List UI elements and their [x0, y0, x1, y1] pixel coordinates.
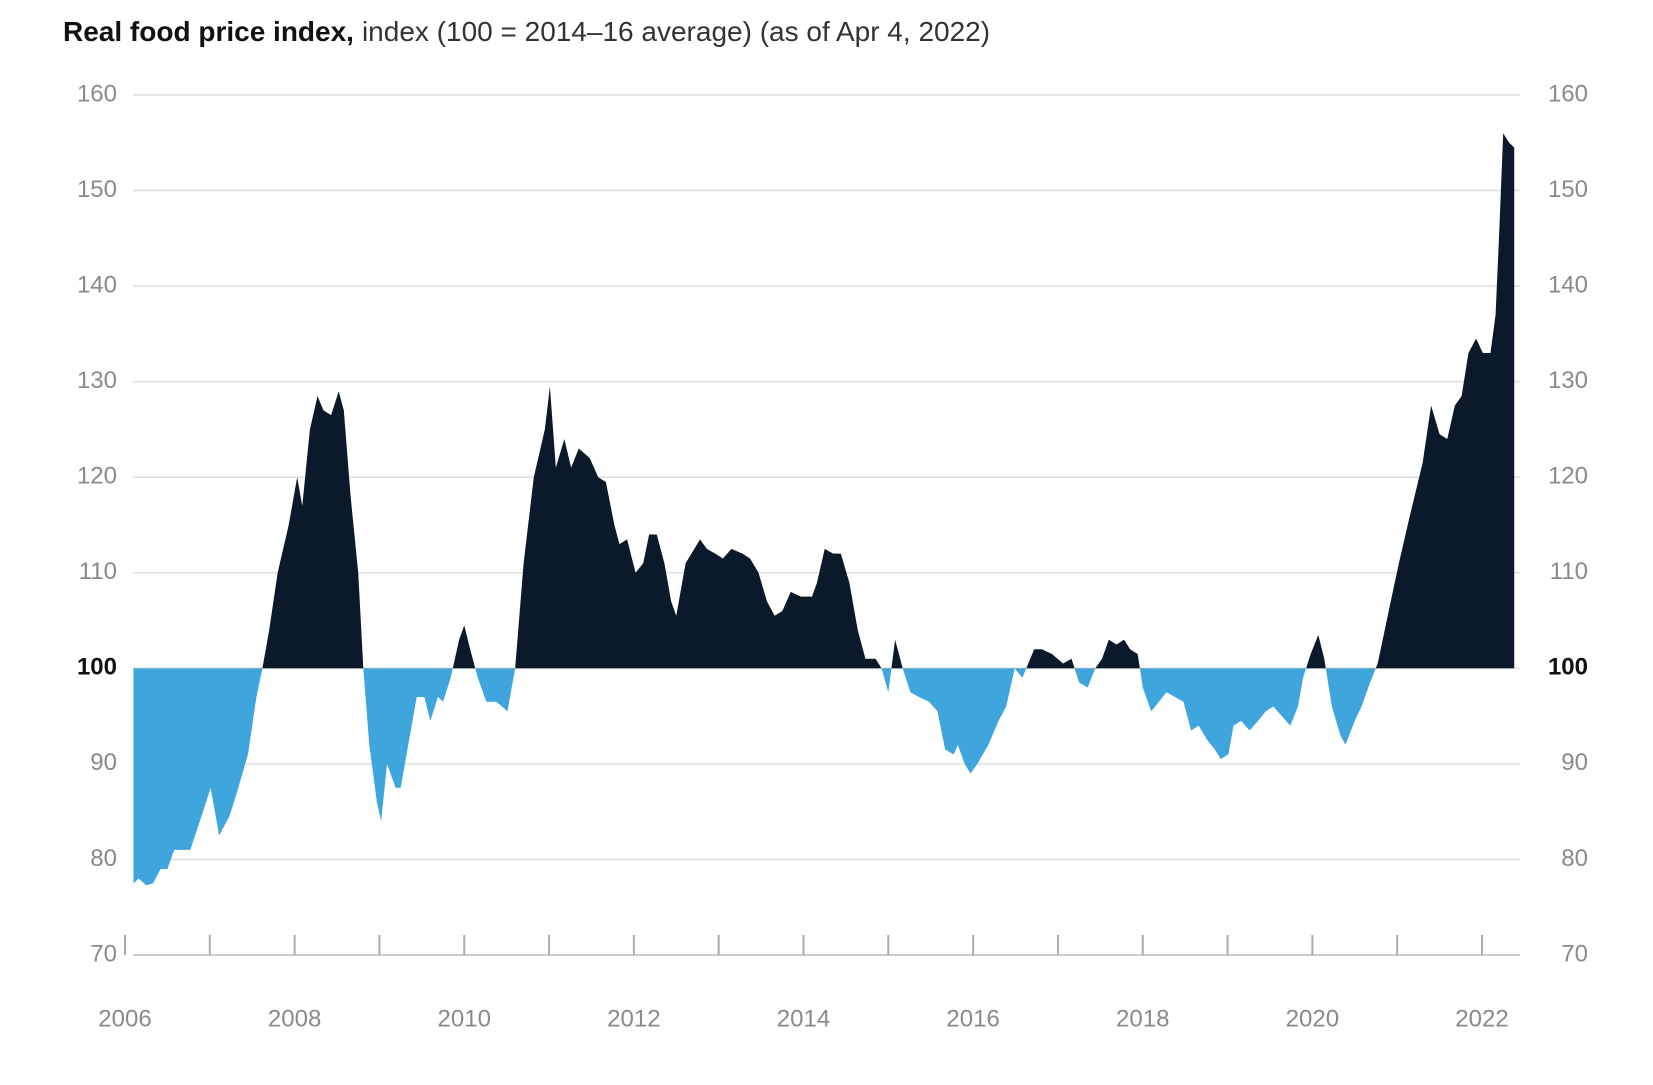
y2-tick-label: 100: [1548, 654, 1588, 681]
chart-title: Real food price index, index (100 = 2014–…: [63, 16, 990, 47]
y2-tick-label: 120: [1548, 463, 1588, 490]
x-tick-label: 2010: [438, 1005, 491, 1032]
x-tick-label: 2006: [98, 1005, 151, 1032]
x-tick-label: 2008: [268, 1005, 321, 1032]
y2-tick-label: 160: [1548, 80, 1588, 107]
x-tick-label: 2020: [1286, 1005, 1339, 1032]
area-below: [133, 668, 1376, 886]
y2-tick-label: 140: [1548, 271, 1588, 298]
x-tick-label: 2012: [607, 1005, 660, 1032]
y-tick-label: 150: [77, 176, 117, 203]
y-tick-label: 120: [77, 463, 117, 490]
y2-tick-label: 110: [1550, 558, 1588, 585]
y2-tick-label: 80: [1561, 845, 1588, 872]
area-above: [133, 133, 1515, 669]
y-tick-label: 160: [77, 80, 117, 107]
y-tick-label: 80: [90, 845, 117, 872]
y-tick-label: 110: [79, 558, 117, 585]
x-tick-label: 2016: [946, 1005, 999, 1032]
x-tick-label: 2014: [777, 1005, 830, 1032]
y2-tick-label: 130: [1548, 367, 1588, 394]
y2-tick-label: 70: [1561, 940, 1588, 967]
y-tick-label: 130: [77, 367, 117, 394]
y2-tick-label: 150: [1548, 176, 1588, 203]
x-tick-label: 2018: [1116, 1005, 1169, 1032]
x-tick-label: 2022: [1455, 1005, 1508, 1032]
y-tick-label: 100: [77, 654, 117, 681]
subtitle: index (100 = 2014–16 average) (as of Apr…: [362, 16, 990, 47]
y-tick-label: 90: [90, 749, 117, 776]
y-tick-label: 70: [90, 940, 117, 967]
y-tick-label: 140: [77, 271, 117, 298]
y2-tick-label: 90: [1561, 749, 1588, 776]
title: Real food price index,: [63, 16, 354, 47]
